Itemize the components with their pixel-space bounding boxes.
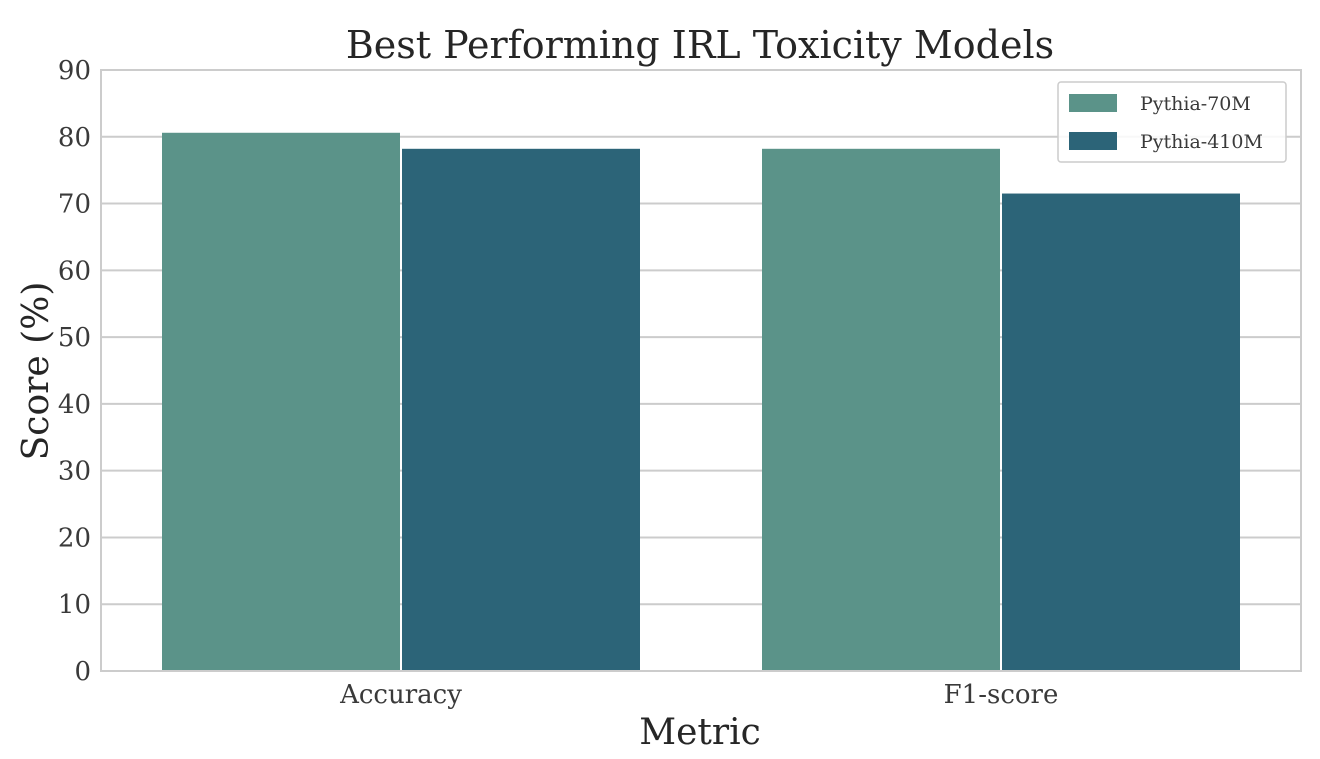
y-tick-label: 0 [74, 657, 91, 687]
y-tick-label: 10 [58, 590, 91, 620]
y-axis-label: Score (%) [16, 282, 57, 461]
legend-swatch [1069, 132, 1117, 150]
y-tick-label: 50 [58, 323, 91, 353]
chart-title: Best Performing IRL Toxicity Models [346, 23, 1054, 67]
legend-label: Pythia-70M [1140, 93, 1251, 115]
y-axis-ticks: 0 10 20 30 40 50 60 70 80 90 [58, 56, 91, 687]
x-tick-label: Accuracy [339, 680, 462, 710]
y-tick-label: 80 [58, 123, 91, 153]
legend-swatch [1069, 94, 1117, 112]
legend-label: Pythia-410M [1140, 131, 1263, 153]
y-tick-label: 30 [58, 457, 91, 487]
x-axis-label: Metric [639, 712, 761, 753]
bar-pythia-70m-f1-score [762, 148, 1000, 671]
bar-pythia-70m-accuracy [162, 132, 400, 671]
x-tick-label: F1-score [944, 680, 1059, 710]
y-tick-label: 40 [58, 390, 91, 420]
bars [162, 132, 1240, 672]
bar-pythia-410m-f1-score [1002, 193, 1240, 672]
x-axis-ticks: Accuracy F1-score [339, 680, 1058, 710]
y-tick-label: 20 [58, 523, 91, 553]
bar-pythia-410m-accuracy [402, 148, 640, 671]
plot-frame [100, 69, 1302, 672]
y-tick-label: 90 [58, 56, 91, 86]
y-tick-label: 70 [58, 190, 91, 220]
legend: Pythia-70M Pythia-410M [1057, 81, 1287, 163]
y-tick-label: 60 [58, 256, 91, 286]
